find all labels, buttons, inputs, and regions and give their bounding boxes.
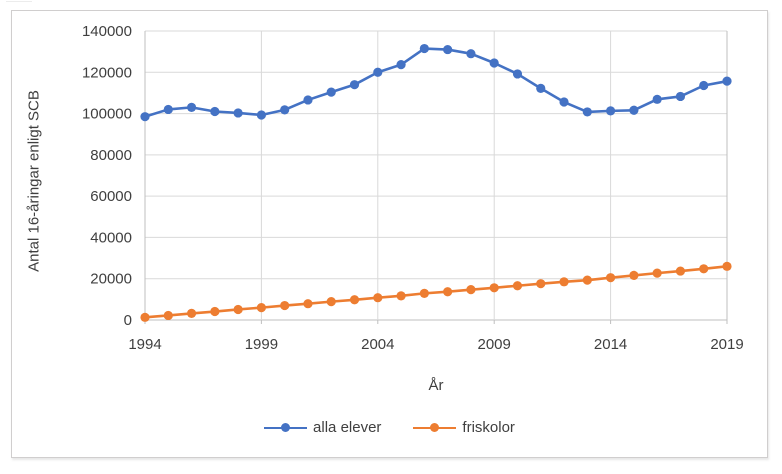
- data-point-marker[interactable]: [652, 268, 662, 278]
- data-point-marker[interactable]: [303, 299, 313, 309]
- data-point-marker[interactable]: [419, 288, 429, 298]
- x-axis-tick-label: 2004: [361, 336, 394, 353]
- data-point-marker[interactable]: [559, 97, 569, 107]
- legend-marker-icon: [413, 423, 457, 433]
- data-point-marker[interactable]: [256, 303, 266, 313]
- data-point-marker[interactable]: [443, 287, 453, 297]
- data-point-marker[interactable]: [722, 76, 732, 86]
- data-point-marker[interactable]: [536, 279, 546, 289]
- data-point-marker[interactable]: [349, 80, 360, 90]
- y-axis-tick-label: 20000: [90, 271, 132, 288]
- data-point-marker[interactable]: [396, 60, 406, 70]
- data-point-marker[interactable]: [443, 44, 453, 55]
- data-point-marker[interactable]: [373, 67, 383, 77]
- legend-label: friskolor: [462, 419, 515, 436]
- data-point-marker[interactable]: [210, 306, 220, 317]
- series-line-alla-elever[interactable]: [143, 47, 729, 118]
- data-point-marker[interactable]: [629, 105, 639, 115]
- data-point-marker[interactable]: [280, 300, 290, 311]
- data-point-marker[interactable]: [326, 297, 336, 307]
- data-point-marker[interactable]: [373, 293, 383, 303]
- legend-item-friskolor[interactable]: friskolor: [413, 419, 515, 436]
- y-axis-tick-label: 60000: [90, 188, 132, 205]
- data-point-marker[interactable]: [489, 283, 499, 293]
- y-axis-tick-label: 120000: [82, 64, 132, 81]
- data-point-marker[interactable]: [559, 277, 569, 287]
- legend-label: alla elever: [313, 419, 382, 436]
- data-point-marker[interactable]: [349, 295, 360, 305]
- data-point-marker[interactable]: [233, 108, 243, 118]
- data-point-marker[interactable]: [629, 270, 639, 281]
- cell-gridline-fragment: [6, 1, 32, 2]
- data-point-marker[interactable]: [582, 107, 592, 117]
- x-axis-title: År: [428, 377, 444, 394]
- data-point-marker[interactable]: [303, 95, 313, 105]
- x-axis-tick-label: 2014: [594, 336, 627, 353]
- series-line-friskolor[interactable]: [143, 265, 729, 319]
- data-point-marker[interactable]: [163, 310, 173, 321]
- y-axis-tick-label: 140000: [82, 23, 132, 40]
- chart-legend: alla elever friskolor: [12, 419, 767, 436]
- data-point-marker[interactable]: [512, 281, 523, 291]
- data-point-marker[interactable]: [722, 261, 732, 271]
- data-point-marker[interactable]: [396, 291, 406, 301]
- data-point-marker[interactable]: [326, 87, 336, 97]
- data-point-marker[interactable]: [210, 106, 220, 117]
- data-point-marker[interactable]: [186, 308, 197, 318]
- data-point-marker[interactable]: [140, 312, 150, 322]
- data-point-marker[interactable]: [652, 94, 662, 104]
- data-point-marker[interactable]: [606, 273, 616, 283]
- y-axis-tick-label: 40000: [90, 229, 132, 246]
- x-axis-tick-label: 2009: [478, 336, 511, 353]
- data-point-marker[interactable]: [280, 105, 290, 115]
- data-point-marker[interactable]: [466, 285, 476, 295]
- data-point-marker[interactable]: [186, 102, 197, 112]
- x-axis-tick-label: 2019: [710, 336, 743, 353]
- y-axis-tick-label: 100000: [82, 106, 132, 123]
- data-point-marker[interactable]: [582, 275, 592, 285]
- legend-item-alla-elever[interactable]: alla elever: [264, 419, 381, 436]
- data-point-marker[interactable]: [163, 104, 173, 115]
- data-point-marker[interactable]: [699, 264, 709, 274]
- data-point-marker[interactable]: [466, 49, 476, 59]
- chart-frame[interactable]: 0 20000 40000 60000 80000 100000 120000 140000 1…: [11, 10, 768, 458]
- data-point-marker[interactable]: [489, 58, 499, 68]
- data-point-marker[interactable]: [140, 112, 150, 122]
- data-point-marker[interactable]: [675, 91, 686, 102]
- data-point-marker[interactable]: [675, 266, 686, 276]
- data-point-marker[interactable]: [512, 69, 523, 79]
- data-point-marker[interactable]: [699, 80, 709, 91]
- y-axis-tick-label: 0: [124, 312, 132, 329]
- data-point-marker[interactable]: [256, 110, 266, 120]
- legend-marker-icon: [264, 423, 308, 433]
- data-point-marker[interactable]: [606, 106, 616, 116]
- y-axis-title: Antal 16-åringar enligt SCB: [25, 90, 43, 272]
- y-axis-tick-label: 80000: [90, 147, 132, 164]
- chart-plot-area: 0 20000 40000 60000 80000 100000 120000 140000 1…: [82, 23, 744, 353]
- data-point-marker[interactable]: [536, 83, 546, 93]
- x-axis-tick-label: 1994: [128, 336, 161, 353]
- data-point-marker[interactable]: [419, 43, 429, 54]
- data-point-marker[interactable]: [233, 304, 243, 315]
- x-axis-tick-label: 1999: [245, 336, 278, 353]
